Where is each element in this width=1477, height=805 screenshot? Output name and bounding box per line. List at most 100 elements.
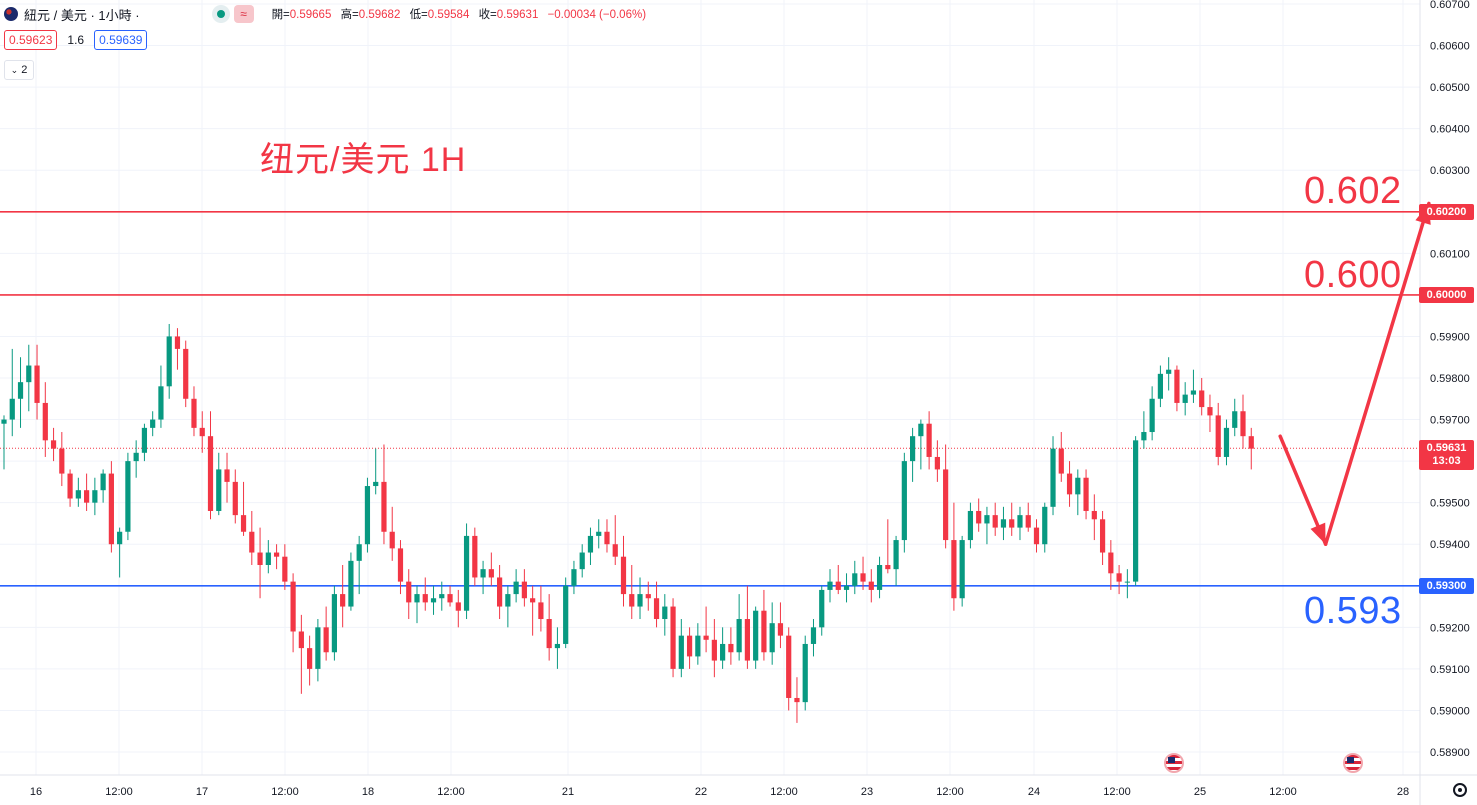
candle-down xyxy=(108,473,114,545)
candle-down xyxy=(240,515,247,532)
candle-up xyxy=(893,540,899,570)
candle-up xyxy=(571,569,577,586)
candle-down xyxy=(472,535,478,578)
x-tick-label: 16 xyxy=(30,786,42,798)
candle-up xyxy=(901,461,907,541)
candle-up xyxy=(439,594,445,599)
candle-up xyxy=(348,560,354,607)
candle-up xyxy=(26,365,32,383)
candle-up xyxy=(17,382,24,399)
sell-button[interactable]: 0.59623 xyxy=(4,30,58,50)
level-label-0602[interactable]: 0.602 xyxy=(1304,170,1402,212)
us-economic-event-icon[interactable] xyxy=(1164,753,1184,773)
candle-down xyxy=(488,569,494,578)
ohlc-readout: 開=0.59665 高=0.59682 低=0.59584 收=0.59631 … xyxy=(272,6,652,22)
symbol-title[interactable]: 紐元 / 美元 · 1小時 · xyxy=(24,7,140,23)
candle-up xyxy=(753,610,759,661)
candle-down xyxy=(497,577,503,607)
candle-down xyxy=(282,556,288,582)
candle-up xyxy=(1223,427,1230,457)
candle-down xyxy=(604,531,610,545)
buy-button[interactable]: 0.59639 xyxy=(94,30,148,50)
candle-up xyxy=(150,419,156,428)
candle-up xyxy=(166,336,172,387)
candle-down xyxy=(926,423,932,457)
candle-up xyxy=(810,627,817,644)
candle-up xyxy=(513,581,519,595)
us-economic-event-icon[interactable] xyxy=(1343,753,1363,773)
y-tick-label: 0.59400 xyxy=(1430,539,1470,551)
candle-up xyxy=(1157,373,1163,399)
candle-down xyxy=(976,510,982,524)
y-tick-label: 0.60100 xyxy=(1430,248,1470,260)
candle-down xyxy=(67,473,73,499)
y-tick-label: 0.59700 xyxy=(1430,415,1470,427)
y-tick-label: 0.59000 xyxy=(1430,705,1470,717)
x-tick-label: 12:00 xyxy=(1269,786,1297,798)
candle-down xyxy=(397,548,404,582)
low-label: 低= xyxy=(409,9,428,21)
candle-up xyxy=(819,589,825,628)
candle-down xyxy=(868,581,874,590)
close-value: 0.59631 xyxy=(496,9,539,21)
candle-up xyxy=(852,573,858,586)
candle-up xyxy=(141,427,148,453)
level-label-0593[interactable]: 0.593 xyxy=(1304,590,1402,632)
candle-up xyxy=(133,452,139,462)
candle-down xyxy=(1240,411,1246,437)
candle-up xyxy=(662,606,668,620)
gear-icon[interactable] xyxy=(1453,783,1467,797)
level-lines xyxy=(0,210,1420,587)
market-status[interactable]: ≈ xyxy=(211,5,254,23)
candle-up xyxy=(1190,390,1197,395)
close-label: 收= xyxy=(478,9,497,21)
candle-down xyxy=(645,594,651,599)
price-axis[interactable]: 0.607000.606000.605000.604000.603000.602… xyxy=(1430,0,1470,759)
candle-down xyxy=(860,573,866,582)
candle-up xyxy=(1,419,7,424)
time-axis[interactable]: 16 12:00 17 12:00 18 12:00 21 22 12:00 23 12:00 24 1… xyxy=(30,786,1409,798)
annotation-title[interactable]: 纽元/美元 1H xyxy=(260,141,467,179)
candle-down xyxy=(992,515,998,528)
candle-up xyxy=(563,585,569,644)
candle-down xyxy=(686,635,693,657)
candle-down xyxy=(232,481,238,516)
candle-up xyxy=(827,581,833,590)
candle-up xyxy=(117,531,123,545)
candle-up xyxy=(918,423,924,437)
candle-up xyxy=(876,565,883,590)
candle-down xyxy=(1091,510,1097,520)
candle-up xyxy=(100,473,106,491)
candle-down xyxy=(951,540,957,599)
candle-down xyxy=(1009,519,1015,528)
candle-down xyxy=(1083,477,1089,511)
candle-down xyxy=(1033,527,1040,545)
candle-down xyxy=(174,336,181,349)
quote-bar: 0.59623 1.6 0.59639 xyxy=(4,30,148,50)
x-tick-label: 12:00 xyxy=(105,786,133,798)
candle-up xyxy=(315,627,321,669)
candle-up xyxy=(92,490,98,503)
candle-down xyxy=(406,581,412,603)
current-price-tag: 0.59631 13:03 xyxy=(1419,440,1474,471)
nzd-usd-flag-icon xyxy=(4,7,18,21)
candle-down xyxy=(1174,369,1180,403)
candle-down xyxy=(249,531,255,553)
candle-down xyxy=(835,581,841,590)
candle-down xyxy=(1207,407,1213,416)
projection-down-arrowhead xyxy=(1310,522,1326,545)
x-tick-label: 22 xyxy=(695,786,707,798)
x-tick-label: 21 xyxy=(562,786,574,798)
indicator-toggle[interactable]: ⌄ 2 xyxy=(4,60,34,80)
wave-icon[interactable]: ≈ xyxy=(233,5,254,23)
candle-down xyxy=(340,594,346,607)
market-open-icon[interactable] xyxy=(211,5,230,23)
candle-up xyxy=(1075,477,1081,495)
level-label-0600[interactable]: 0.600 xyxy=(1304,254,1402,296)
candle-up xyxy=(843,585,850,590)
candle-down xyxy=(1199,390,1205,408)
candle-up xyxy=(802,643,808,703)
candle-down xyxy=(728,643,734,653)
price-tag-0593: 0.59300 xyxy=(1419,577,1474,594)
